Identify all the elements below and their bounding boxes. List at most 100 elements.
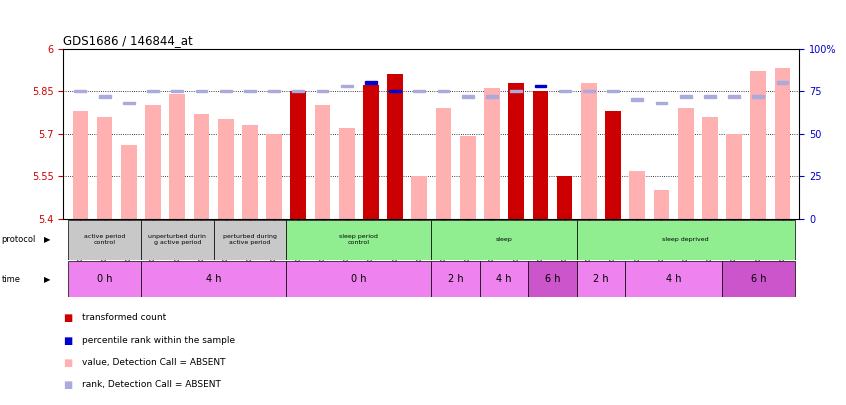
Bar (341, 85, 353, 87)
Bar (726, 134, 742, 219)
Text: 6 h: 6 h (750, 274, 766, 284)
Bar (460, 136, 475, 219)
Bar (411, 176, 427, 219)
Text: value, Detection Call = ABSENT: value, Detection Call = ABSENT (82, 358, 226, 367)
Bar (69, 220, 141, 260)
Text: sleep deprived: sleep deprived (662, 237, 709, 242)
Bar (750, 71, 766, 219)
Bar (121, 145, 137, 219)
Bar (436, 108, 452, 219)
Text: sleep period
control: sleep period control (339, 234, 378, 245)
Bar (194, 114, 209, 219)
Bar (414, 90, 426, 92)
Bar (293, 90, 305, 92)
Bar (607, 90, 619, 92)
Bar (73, 111, 88, 219)
Bar (775, 68, 790, 219)
Text: ■: ■ (63, 380, 73, 390)
Bar (242, 125, 258, 219)
Bar (217, 119, 233, 219)
Text: 2 h: 2 h (448, 274, 464, 284)
Bar (172, 90, 183, 92)
Bar (702, 117, 717, 219)
Text: 4 h: 4 h (666, 274, 681, 284)
Bar (557, 176, 573, 219)
Bar (389, 90, 401, 92)
Bar (431, 261, 480, 297)
Bar (777, 81, 788, 84)
Text: 6 h: 6 h (545, 274, 560, 284)
Bar (123, 102, 135, 104)
Text: rank, Detection Call = ABSENT: rank, Detection Call = ABSENT (82, 380, 221, 389)
Bar (268, 90, 280, 92)
Bar (69, 261, 141, 297)
Bar (704, 95, 716, 98)
Bar (96, 117, 113, 219)
Bar (431, 220, 577, 260)
Bar (462, 95, 474, 98)
Text: sleep: sleep (496, 237, 513, 242)
Bar (656, 102, 667, 104)
Bar (99, 95, 111, 98)
Bar (528, 261, 577, 297)
Bar (605, 111, 621, 219)
Text: 4 h: 4 h (206, 274, 222, 284)
Text: ■: ■ (63, 358, 73, 368)
Bar (315, 105, 331, 219)
Text: 4 h: 4 h (497, 274, 512, 284)
Text: 2 h: 2 h (593, 274, 609, 284)
Bar (244, 90, 255, 92)
Bar (680, 95, 691, 98)
Bar (577, 261, 625, 297)
Text: percentile rank within the sample: percentile rank within the sample (82, 336, 235, 345)
Bar (266, 134, 282, 219)
Bar (146, 105, 161, 219)
Bar (147, 90, 159, 92)
Text: ■: ■ (63, 336, 73, 346)
Bar (558, 90, 570, 92)
Bar (286, 220, 431, 260)
Text: ▶: ▶ (44, 235, 51, 244)
Bar (510, 90, 522, 92)
Bar (365, 81, 376, 84)
Bar (577, 220, 794, 260)
Bar (220, 90, 232, 92)
Bar (508, 83, 524, 219)
Bar (722, 261, 794, 297)
Bar (625, 261, 722, 297)
Text: ▶: ▶ (44, 275, 51, 284)
Text: ■: ■ (63, 313, 73, 324)
Bar (316, 90, 328, 92)
Bar (629, 171, 645, 219)
Text: protocol: protocol (2, 235, 36, 244)
Bar (141, 261, 286, 297)
Text: transformed count: transformed count (82, 313, 167, 322)
Bar (480, 261, 528, 297)
Text: GDS1686 / 146844_at: GDS1686 / 146844_at (63, 34, 193, 47)
Bar (387, 74, 403, 219)
Bar (290, 91, 306, 219)
Text: unperturbed durin
g active period: unperturbed durin g active period (148, 234, 206, 245)
Text: perturbed during
active period: perturbed during active period (223, 234, 277, 245)
Bar (339, 128, 354, 219)
Bar (213, 220, 286, 260)
Bar (728, 95, 740, 98)
Bar (535, 85, 547, 87)
Bar (437, 90, 449, 92)
Bar (141, 220, 213, 260)
Bar (286, 261, 431, 297)
Bar (654, 190, 669, 219)
Text: time: time (2, 275, 20, 284)
Text: 0 h: 0 h (351, 274, 366, 284)
Bar (752, 95, 764, 98)
Bar (678, 108, 694, 219)
Bar (74, 90, 86, 92)
Bar (583, 90, 595, 92)
Bar (532, 91, 548, 219)
Bar (631, 98, 643, 101)
Text: active period
control: active period control (84, 234, 125, 245)
Bar (484, 88, 500, 219)
Bar (169, 94, 185, 219)
Text: 0 h: 0 h (96, 274, 113, 284)
Bar (486, 95, 498, 98)
